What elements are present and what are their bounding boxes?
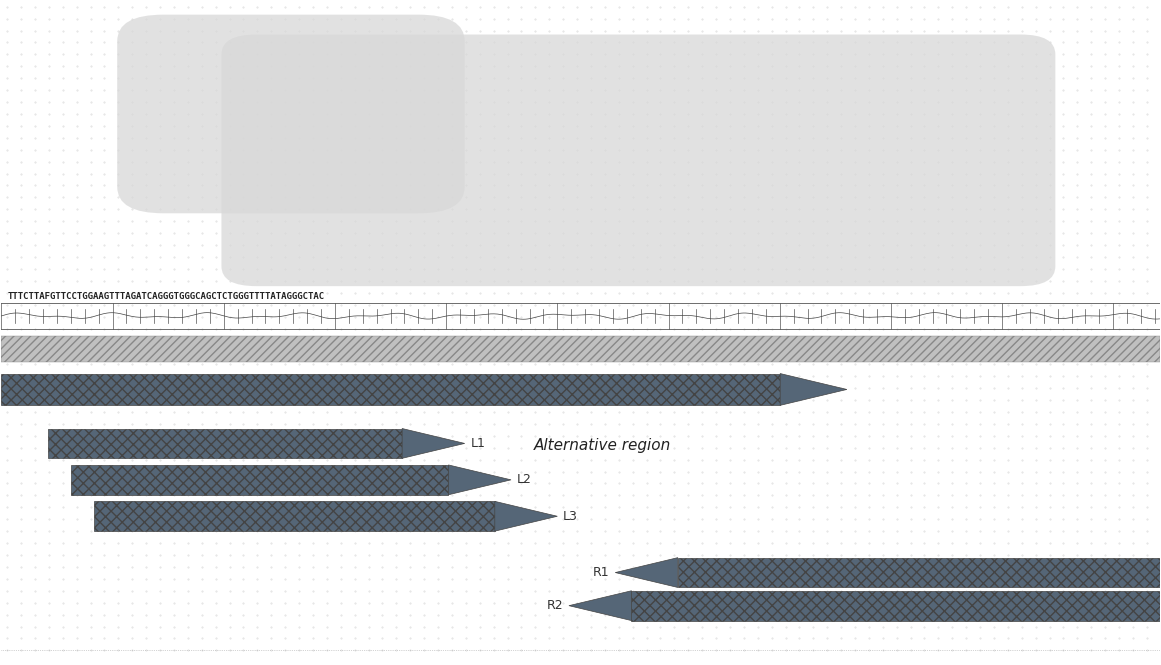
Polygon shape bbox=[569, 591, 632, 620]
Polygon shape bbox=[495, 501, 557, 531]
Text: R1: R1 bbox=[593, 566, 610, 579]
Text: Alternative region: Alternative region bbox=[534, 438, 671, 453]
Bar bbox=[94, 501, 495, 531]
Text: R2: R2 bbox=[547, 599, 563, 612]
FancyBboxPatch shape bbox=[117, 15, 464, 213]
Text: L3: L3 bbox=[563, 510, 578, 523]
Bar bbox=[71, 465, 448, 495]
Polygon shape bbox=[402, 428, 464, 458]
Polygon shape bbox=[780, 374, 846, 406]
Polygon shape bbox=[615, 558, 678, 587]
Bar bbox=[48, 428, 402, 458]
Bar bbox=[1, 374, 780, 406]
Text: L2: L2 bbox=[517, 473, 532, 486]
Bar bbox=[678, 558, 1160, 587]
FancyBboxPatch shape bbox=[222, 35, 1055, 286]
Polygon shape bbox=[448, 465, 511, 495]
Text: L1: L1 bbox=[470, 437, 485, 450]
Text: TTTCTTAFGTTCCTGGAAGTTTAGATCAGGGTGGGCAGCTCTGGGTTTTATAGGGCTAC: TTTCTTAFGTTCCTGGAAGTTTAGATCAGGGTGGGCAGCT… bbox=[7, 291, 324, 301]
Bar bbox=[1, 336, 1160, 362]
Bar bbox=[632, 591, 1160, 620]
